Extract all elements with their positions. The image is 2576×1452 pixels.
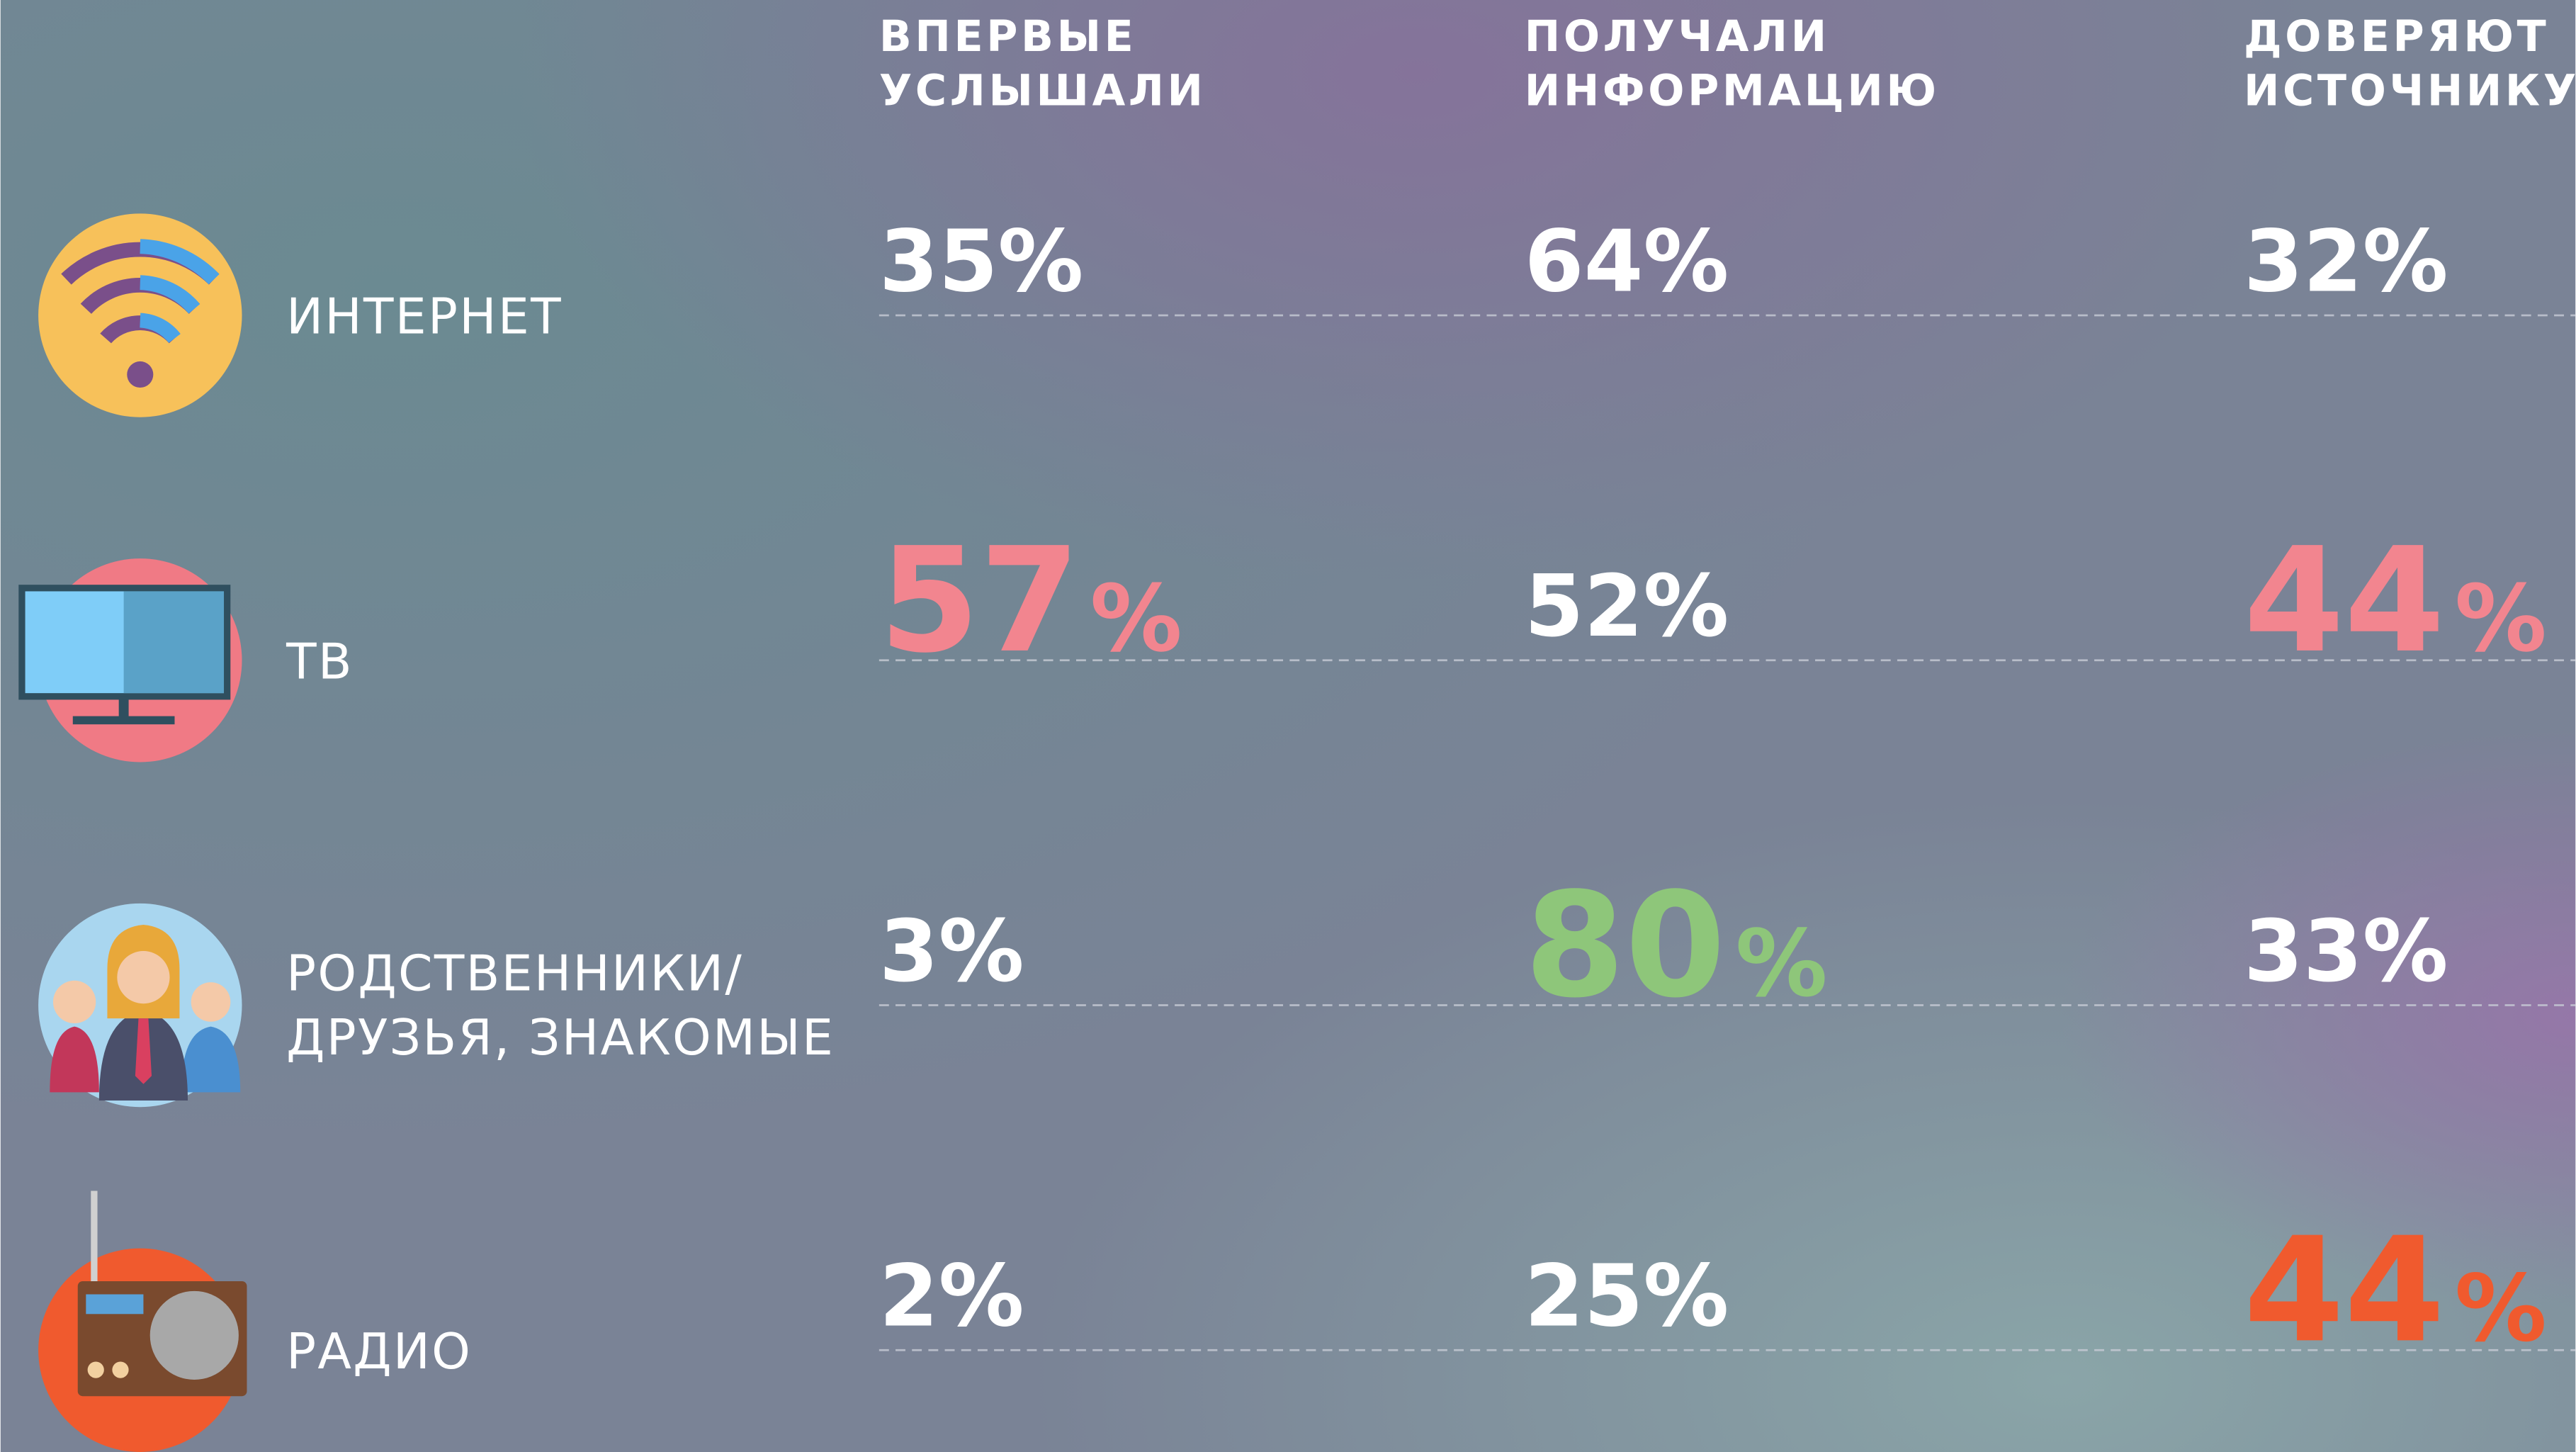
value-unit: % bbox=[1736, 911, 1828, 1018]
value: 25% bbox=[1525, 1247, 1729, 1346]
highlight-value: 44% bbox=[2244, 1207, 2547, 1375]
value-unit: % bbox=[1090, 565, 1182, 672]
highlight-value: 80% bbox=[1525, 862, 1828, 1030]
column-header: ПОЛУЧАЛИ bbox=[1525, 12, 1830, 62]
value-unit: % bbox=[2455, 565, 2547, 672]
value: 33% bbox=[2244, 902, 2448, 1001]
column-header: ВПЕРВЫЕ bbox=[879, 12, 1137, 62]
value-number: 44 bbox=[2244, 517, 2445, 685]
value: 2% bbox=[879, 1247, 1024, 1346]
row-label: ТВ bbox=[286, 633, 354, 690]
row-label: ИНТЕРНЕТ bbox=[286, 288, 563, 346]
column-header: ИНФОРМАЦИЮ bbox=[1525, 66, 1940, 116]
highlight-value: 57% bbox=[879, 517, 1182, 685]
value-unit: % bbox=[2455, 1255, 2547, 1362]
tv-icon bbox=[18, 558, 242, 762]
people-icon bbox=[38, 903, 242, 1108]
value: 52% bbox=[1525, 557, 1729, 656]
column-header: ИСТОЧНИКУ bbox=[2244, 66, 2576, 116]
wifi-icon bbox=[38, 213, 242, 417]
column-header: ДОВЕРЯЮТ bbox=[2244, 12, 2549, 62]
row-label: ДРУЗЬЯ, ЗНАКОМЫЕ bbox=[286, 1009, 835, 1067]
column-header: УСЛЫШАЛИ bbox=[879, 66, 1207, 116]
row-label: РОДСТВЕННИКИ/ bbox=[286, 945, 743, 1003]
value: 3% bbox=[879, 902, 1024, 1001]
value-number: 57 bbox=[879, 517, 1080, 685]
value: 35% bbox=[879, 212, 1083, 311]
row-label: РАДИО bbox=[286, 1323, 472, 1380]
highlight-value: 44% bbox=[2244, 517, 2547, 685]
value-number: 44 bbox=[2244, 1207, 2445, 1375]
value: 32% bbox=[2244, 212, 2448, 311]
value: 64% bbox=[1525, 212, 1729, 311]
value-number: 80 bbox=[1525, 862, 1726, 1030]
radio-icon bbox=[38, 1191, 247, 1452]
